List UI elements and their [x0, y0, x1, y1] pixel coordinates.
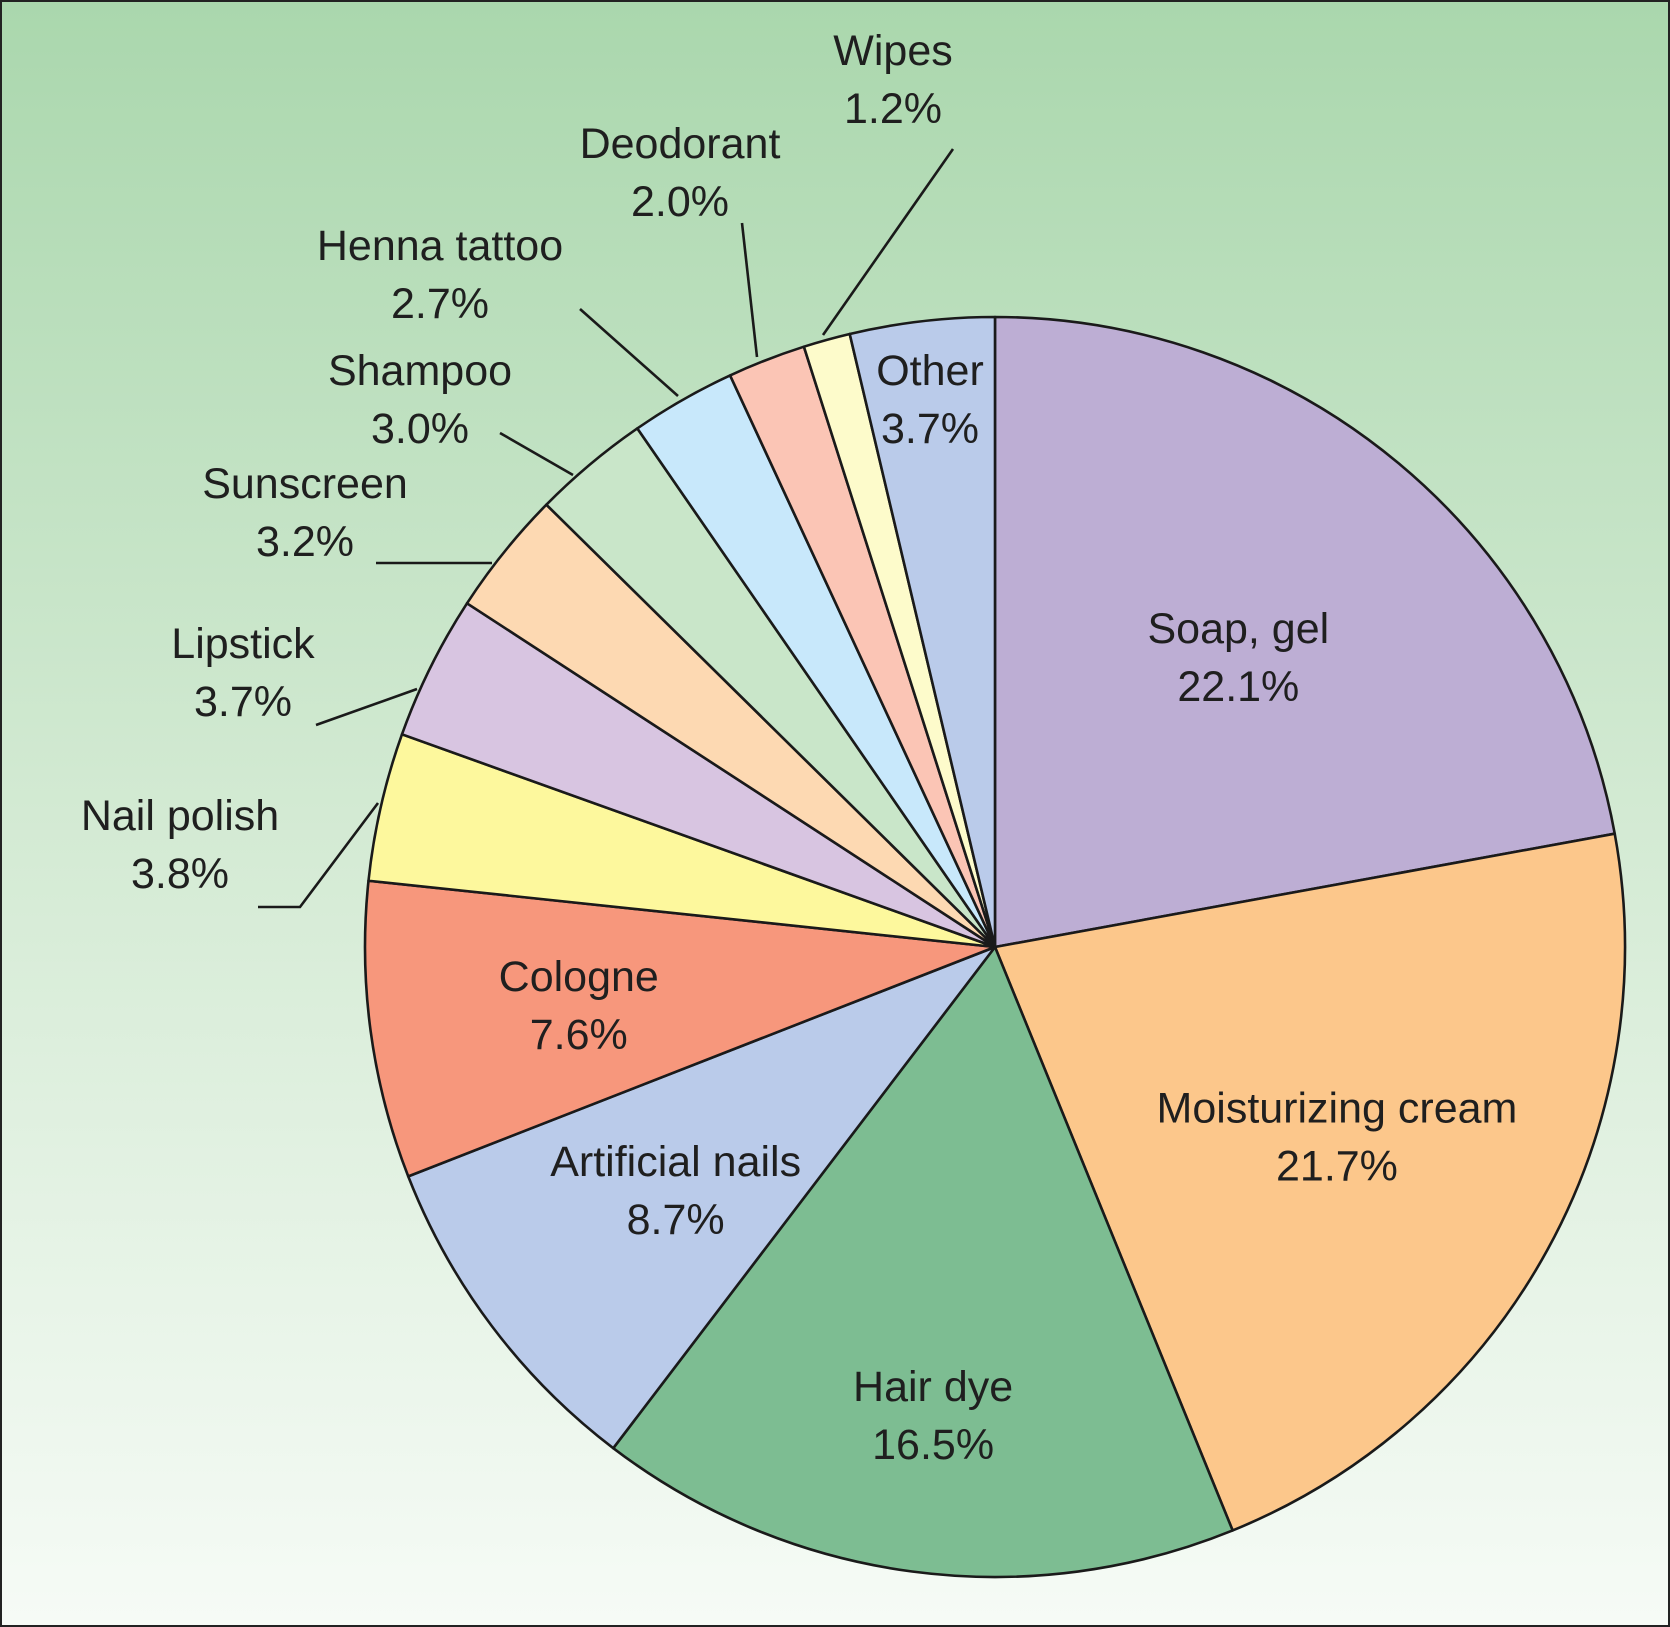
slice-labels: Soap, gel 22.1% Moisturizing cream 21.7% Hai… [81, 27, 1518, 1469]
slice-label-cologne: Cologne [499, 953, 659, 1001]
leader-line-wipes [821, 148, 955, 336]
pie-slice-cologne [363, 879, 997, 1178]
slice-value-shampoo: 3.0% [371, 405, 469, 453]
leader-line-deodorant [740, 222, 759, 358]
leader-line-shampoo [499, 431, 574, 477]
leader-line-henna-tattoo [579, 308, 679, 397]
pie-slice-hair-dye [611, 945, 1234, 1579]
slice-value-hair-dye: 16.5% [872, 1421, 994, 1469]
slice-label-hair-dye: Hair dye [853, 1363, 1013, 1411]
slice-value-henna-tattoo: 2.7% [391, 280, 489, 328]
slice-label-sunscreen: Sunscreen [202, 460, 408, 508]
pie-slice-other [848, 315, 997, 949]
slice-value-cologne: 7.6% [530, 1011, 628, 1059]
slice-value-wipes: 1.2% [844, 85, 942, 133]
pie-slices [363, 315, 1627, 1579]
slice-value-moisturizing-cream: 21.7% [1276, 1143, 1398, 1191]
slice-value-lipstick: 3.7% [194, 678, 292, 726]
slice-value-artificial-nails: 8.7% [627, 1196, 725, 1244]
slice-label-artificial-nails: Artificial nails [550, 1138, 801, 1186]
pie-slice-artificial-nails [406, 945, 997, 1450]
slice-label-shampoo: Shampoo [328, 347, 512, 395]
slice-label-soap-gel: Soap, gel [1147, 605, 1329, 653]
pie-slice-moisturizing-cream [993, 832, 1627, 1532]
slice-value-sunscreen: 3.2% [256, 518, 354, 566]
leader-line-lipstick [315, 687, 418, 727]
slice-label-other: Other [876, 347, 984, 395]
slice-label-nail-polish: Nail polish [81, 792, 279, 840]
slice-label-lipstick: Lipstick [171, 620, 315, 668]
slice-label-wipes: Wipes [833, 27, 952, 75]
slice-label-moisturizing-cream: Moisturizing cream [1157, 1085, 1518, 1133]
leader-lines [258, 148, 955, 909]
slice-label-henna-tattoo: Henna tattoo [317, 222, 563, 270]
slice-value-other: 3.7% [881, 405, 979, 453]
slice-value-nail-polish: 3.8% [131, 850, 229, 898]
slice-label-deodorant: Deodorant [580, 120, 781, 168]
leader-line-nail-polish [258, 802, 380, 909]
slice-value-deodorant: 2.0% [631, 178, 729, 226]
slice-value-soap-gel: 22.1% [1177, 663, 1299, 711]
pie-slice-soap-gel [993, 315, 1617, 949]
